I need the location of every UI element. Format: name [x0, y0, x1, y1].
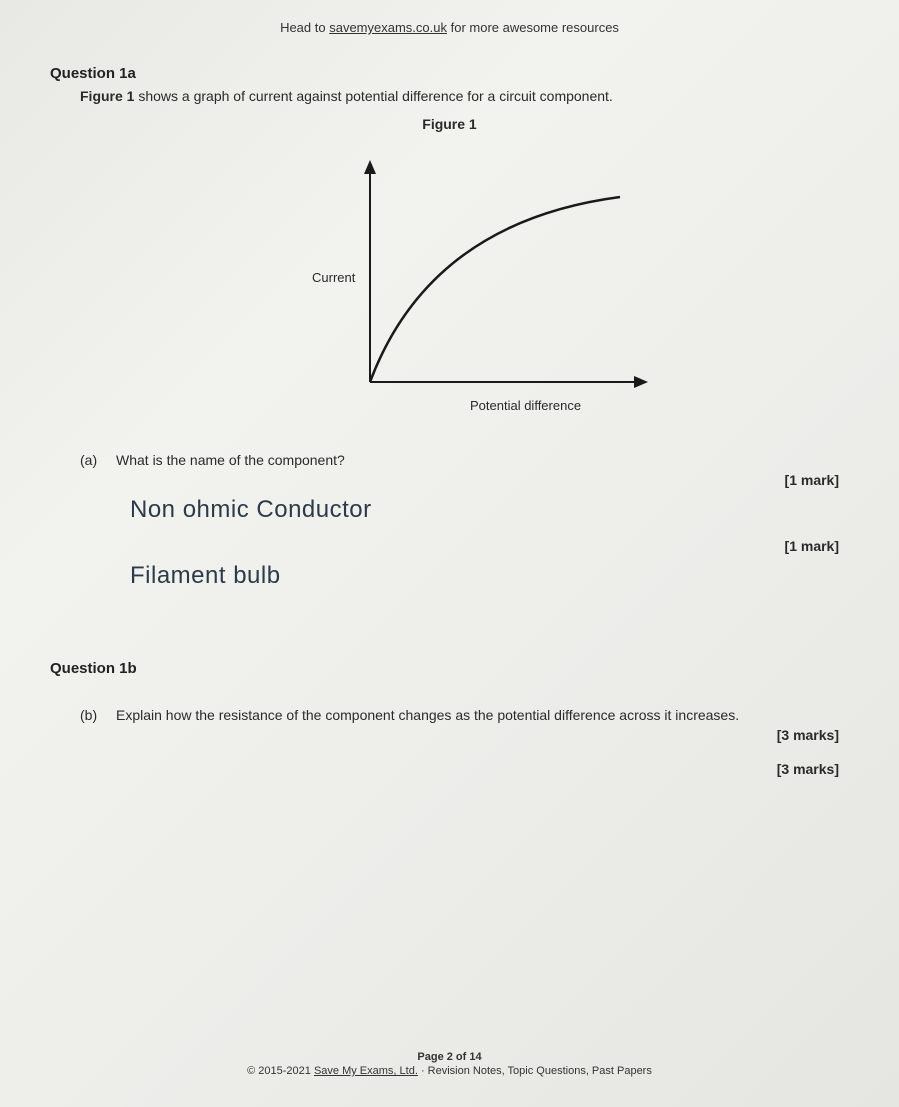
footer-page-number: Page 2 of 14	[0, 1051, 899, 1063]
footer-copyright-link: Save My Exams, Ltd.	[314, 1065, 418, 1077]
y-axis-arrow	[364, 160, 376, 174]
footer-copyright-suffix: · Revision Notes, Topic Questions, Past …	[418, 1065, 652, 1077]
y-axis-label: Current	[312, 270, 356, 285]
part-b-marks-1: [3 marks]	[0, 727, 839, 743]
part-b-row: (b) Explain how the resistance of the co…	[80, 707, 849, 723]
iv-curve-graph: Current Potential difference	[240, 142, 660, 422]
figure-1-label: Figure 1	[0, 116, 899, 132]
footer-copyright-prefix: © 2015-2021	[247, 1065, 314, 1077]
figure-1-caption: Figure 1 shows a graph of current agains…	[80, 88, 899, 104]
page-footer: Page 2 of 14 © 2015-2021 Save My Exams, …	[0, 1051, 899, 1077]
question-1b-heading: Question 1b	[50, 660, 899, 677]
handwritten-answer-2: Filament bulb	[130, 562, 899, 590]
iv-curve	[370, 197, 620, 382]
header-suffix: for more awesome resources	[447, 20, 619, 35]
x-axis-arrow	[634, 376, 648, 388]
header-note: Head to savemyexams.co.uk for more aweso…	[0, 0, 899, 35]
part-a-marks-1: [1 mark]	[0, 472, 839, 488]
part-b-letter: (b)	[80, 707, 116, 723]
header-link: savemyexams.co.uk	[329, 20, 447, 35]
part-b-marks-2: [3 marks]	[0, 761, 839, 777]
figure-caption-bold: Figure 1	[80, 88, 134, 104]
question-1a-heading: Question 1a	[50, 65, 899, 82]
x-axis-label: Potential difference	[470, 398, 581, 413]
part-a-letter: (a)	[80, 452, 116, 468]
part-b-text: Explain how the resistance of the compon…	[116, 707, 849, 723]
header-prefix: Head to	[280, 20, 329, 35]
part-a-marks-2: [1 mark]	[0, 538, 839, 554]
graph-figure-1: Current Potential difference	[0, 142, 899, 422]
part-a-row: (a) What is the name of the component?	[80, 452, 849, 468]
part-a-text: What is the name of the component?	[116, 452, 849, 468]
handwritten-answer-1: Non ohmic Conductor	[130, 496, 899, 524]
figure-caption-rest: shows a graph of current against potenti…	[134, 88, 612, 104]
